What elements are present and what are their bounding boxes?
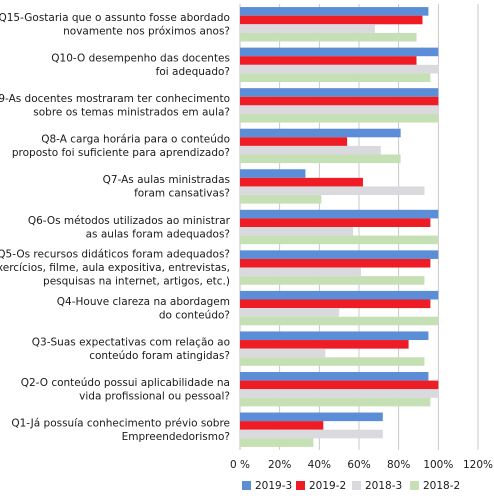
legend-swatch xyxy=(352,481,361,490)
bar-2019-2 xyxy=(240,421,324,430)
bar-2018-2 xyxy=(240,73,431,83)
bar-2018-2 xyxy=(240,438,314,447)
category-label: Q6-Os métodos utilizados ao ministrar as … xyxy=(28,215,231,241)
x-tick-label: 60% xyxy=(347,459,370,471)
bar-2018-3 xyxy=(240,64,439,74)
bar-2019-2 xyxy=(240,340,409,349)
bar-2019-2 xyxy=(240,218,431,227)
legend: 2019-3 2019-2 2018-3 2018-2 xyxy=(242,480,460,492)
legend-label: 2018-2 xyxy=(423,480,460,492)
x-tick-label: 120% xyxy=(463,459,493,471)
bar-2019-3 xyxy=(240,169,306,178)
bar-2019-3 xyxy=(240,47,439,57)
bar-2018-3 xyxy=(240,308,340,317)
bar-2019-3 xyxy=(240,88,439,97)
bar-2019-2 xyxy=(240,380,439,390)
legend-label: 2018-3 xyxy=(365,480,402,492)
category-label: Q5-Os recursos didáticos foram adequados… xyxy=(0,249,230,288)
bar-2018-3 xyxy=(240,186,425,196)
bars xyxy=(240,7,439,447)
category-label: Q15-Gostaria que o assunto fosse abordad… xyxy=(0,12,230,38)
bar-2019-3 xyxy=(240,331,429,341)
bar-2019-3 xyxy=(240,7,429,16)
bar-2019-2 xyxy=(240,137,348,146)
x-axis: 0 % 20% 40% 60% 80% 100% 120% xyxy=(230,459,493,471)
bar-2018-2 xyxy=(240,195,322,204)
bar-2019-3 xyxy=(240,128,401,138)
bar-2019-2 xyxy=(240,299,431,309)
bar-2019-2 xyxy=(240,96,439,106)
bar-2019-2 xyxy=(240,177,363,187)
bar-2018-3 xyxy=(240,105,439,114)
category-label: Q8-A carga horária para o conteúdo propos… xyxy=(12,134,230,160)
category-label: Q4-Houve clareza na abordagem do conteúdo… xyxy=(57,296,230,322)
x-tick-label: 40% xyxy=(308,459,331,471)
bar-2018-3 xyxy=(240,267,361,277)
x-tick-label: 20% xyxy=(268,459,291,471)
x-tick-label: 80% xyxy=(387,459,410,471)
bar-2018-3 xyxy=(240,227,354,236)
legend-swatch xyxy=(242,481,251,490)
category-label: Q9-As docentes mostraram ter conheciment… xyxy=(0,93,230,119)
bar-2018-2 xyxy=(240,32,417,42)
bar-2018-3 xyxy=(240,389,439,398)
bar-2018-3 xyxy=(240,429,383,439)
category-label: Q10-O desempenho das docentes foi adequad… xyxy=(51,53,230,78)
bar-2019-2 xyxy=(240,56,417,65)
category-label: Q2-O conteúdo possui aplicabilidade na vi… xyxy=(21,377,230,403)
legend-swatch xyxy=(296,481,305,490)
bar-2018-2 xyxy=(240,235,439,245)
bar-2019-2 xyxy=(240,15,423,25)
legend-swatch xyxy=(410,481,419,490)
bar-2018-2 xyxy=(240,154,401,164)
legend-label: 2019-3 xyxy=(255,480,292,492)
bar-2018-3 xyxy=(240,24,375,33)
category-label: Q7-As aulas ministradas foram cansativas? xyxy=(103,174,230,200)
bar-2018-2 xyxy=(240,357,425,366)
bar-2019-3 xyxy=(240,250,439,259)
legend-label: 2019-2 xyxy=(309,480,346,492)
category-labels: Q15-Gostaria que o assunto fosse abordad… xyxy=(0,12,231,443)
x-tick-label: 100% xyxy=(423,459,453,471)
category-label: Q3-Suas expectativas com relação ao conte… xyxy=(32,336,230,362)
bar-2018-3 xyxy=(240,145,381,155)
bar-2018-2 xyxy=(240,316,439,326)
bar-2018-3 xyxy=(240,348,326,358)
bar-2019-3 xyxy=(240,371,429,381)
bar-2019-3 xyxy=(240,290,439,300)
category-label: Q1-Já possuía conhecimento prévio sobre E… xyxy=(11,417,230,443)
x-tick-label: 0 % xyxy=(230,459,250,471)
bar-2018-2 xyxy=(240,276,425,285)
bar-2019-3 xyxy=(240,209,439,219)
bar-2019-2 xyxy=(240,258,431,268)
bar-2019-3 xyxy=(240,412,383,422)
bar-2018-2 xyxy=(240,113,439,123)
bar-2018-2 xyxy=(240,397,431,407)
